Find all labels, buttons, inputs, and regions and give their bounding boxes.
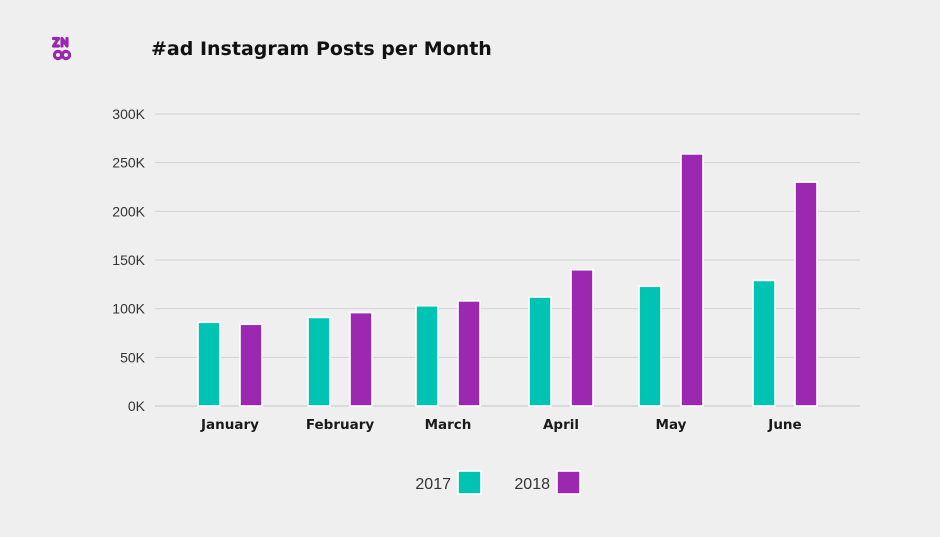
legend-label-2018: 2018 (514, 476, 550, 493)
bar-2017-may (638, 285, 662, 407)
bars (197, 153, 818, 407)
y-tick-label: 300K (112, 106, 145, 122)
legend-swatch-2017 (457, 470, 482, 495)
legend: 2017 2018 (415, 470, 581, 495)
y-tick-label: 50K (120, 349, 146, 365)
y-tick-label: 200K (112, 203, 145, 219)
x-category-label: March (425, 417, 472, 433)
x-category-label: May (656, 417, 687, 433)
x-category-label: April (543, 417, 579, 433)
bar-2017-march (415, 304, 439, 407)
brand-logo (51, 36, 72, 61)
y-axis-ticks: 0K 50K 100K 150K 200K 250K 300K (112, 106, 145, 414)
x-category-label: January (200, 417, 259, 433)
bar-2017-june (752, 279, 776, 407)
bar-2017-january (197, 321, 221, 407)
y-tick-label: 150K (112, 252, 145, 268)
bar-2018-january (239, 323, 263, 407)
legend-swatch-2018 (556, 470, 581, 495)
bar-2018-april (570, 268, 594, 407)
bar-2018-february (349, 311, 373, 407)
x-axis-categories: January February March April May June (200, 417, 802, 433)
bar-2018-march (457, 300, 481, 407)
x-category-label: February (306, 417, 375, 433)
x-category-label: June (767, 417, 801, 433)
chart-title: #ad Instagram Posts per Month (151, 38, 492, 60)
legend-label-2017: 2017 (415, 476, 451, 493)
bar-2018-june (794, 181, 818, 407)
bar-2017-february (307, 316, 331, 407)
y-tick-label: 0K (128, 398, 146, 414)
bar-2017-april (528, 296, 552, 407)
y-tick-label: 250K (112, 155, 145, 171)
bar-2018-may (680, 153, 704, 407)
y-tick-label: 100K (112, 301, 145, 317)
gridlines (155, 113, 860, 407)
